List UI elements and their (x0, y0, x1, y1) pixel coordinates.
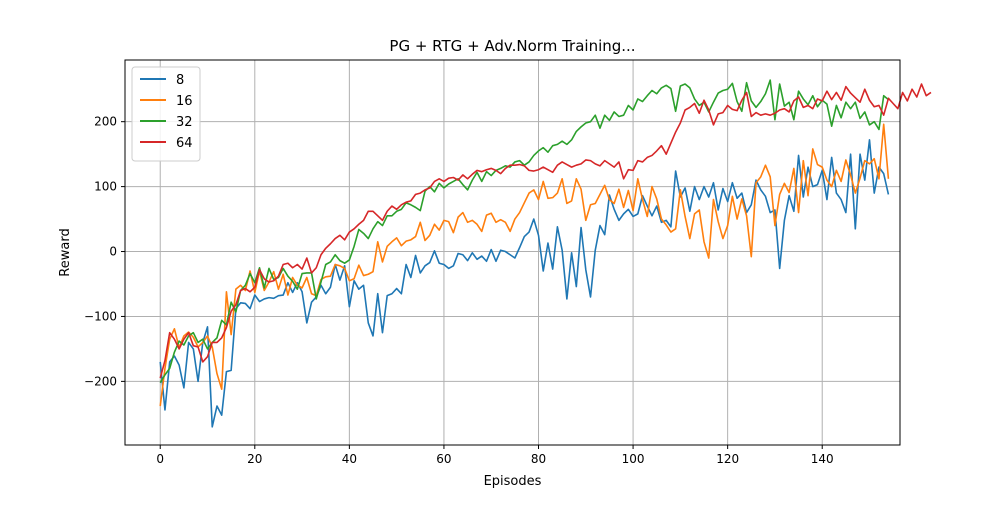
series-line-8 (159, 139, 890, 428)
x-tick-label: 100 (622, 452, 645, 466)
y-tick-label: 0 (109, 245, 117, 259)
chart-title: PG + RTG + Adv.Norm Training... (389, 37, 635, 55)
y-tick-label: −100 (84, 309, 117, 323)
plot-frame (124, 59, 901, 446)
x-tick-label: 0 (156, 452, 164, 466)
x-tick-label: 20 (247, 452, 262, 466)
legend-label-16: 16 (176, 94, 193, 109)
y-axis-ticks: −200 −100 0 100 200 (84, 115, 125, 388)
y-tick-label: 200 (94, 115, 117, 129)
legend-label-32: 32 (176, 115, 193, 130)
series-line-16 (159, 123, 890, 407)
x-tick-label: 120 (716, 452, 739, 466)
x-axis-ticks: 0 20 40 60 80 100 120 140 (156, 445, 834, 466)
series-lines (159, 79, 932, 428)
x-tick-label: 80 (531, 452, 546, 466)
y-tick-label: 100 (94, 180, 117, 194)
legend-label-64: 64 (176, 136, 193, 151)
y-axis-label: Reward (58, 228, 73, 276)
y-tick-label: −200 (84, 374, 117, 388)
legend-label-8: 8 (176, 73, 184, 88)
series-line-64 (159, 83, 932, 379)
legend-box (131, 66, 201, 162)
x-tick-label: 140 (811, 452, 834, 466)
x-axis-label: Episodes (484, 474, 542, 489)
legend: 8 16 32 64 (131, 66, 201, 162)
x-tick-label: 40 (342, 452, 357, 466)
x-tick-label: 60 (436, 452, 451, 466)
grid-lines (125, 60, 900, 445)
